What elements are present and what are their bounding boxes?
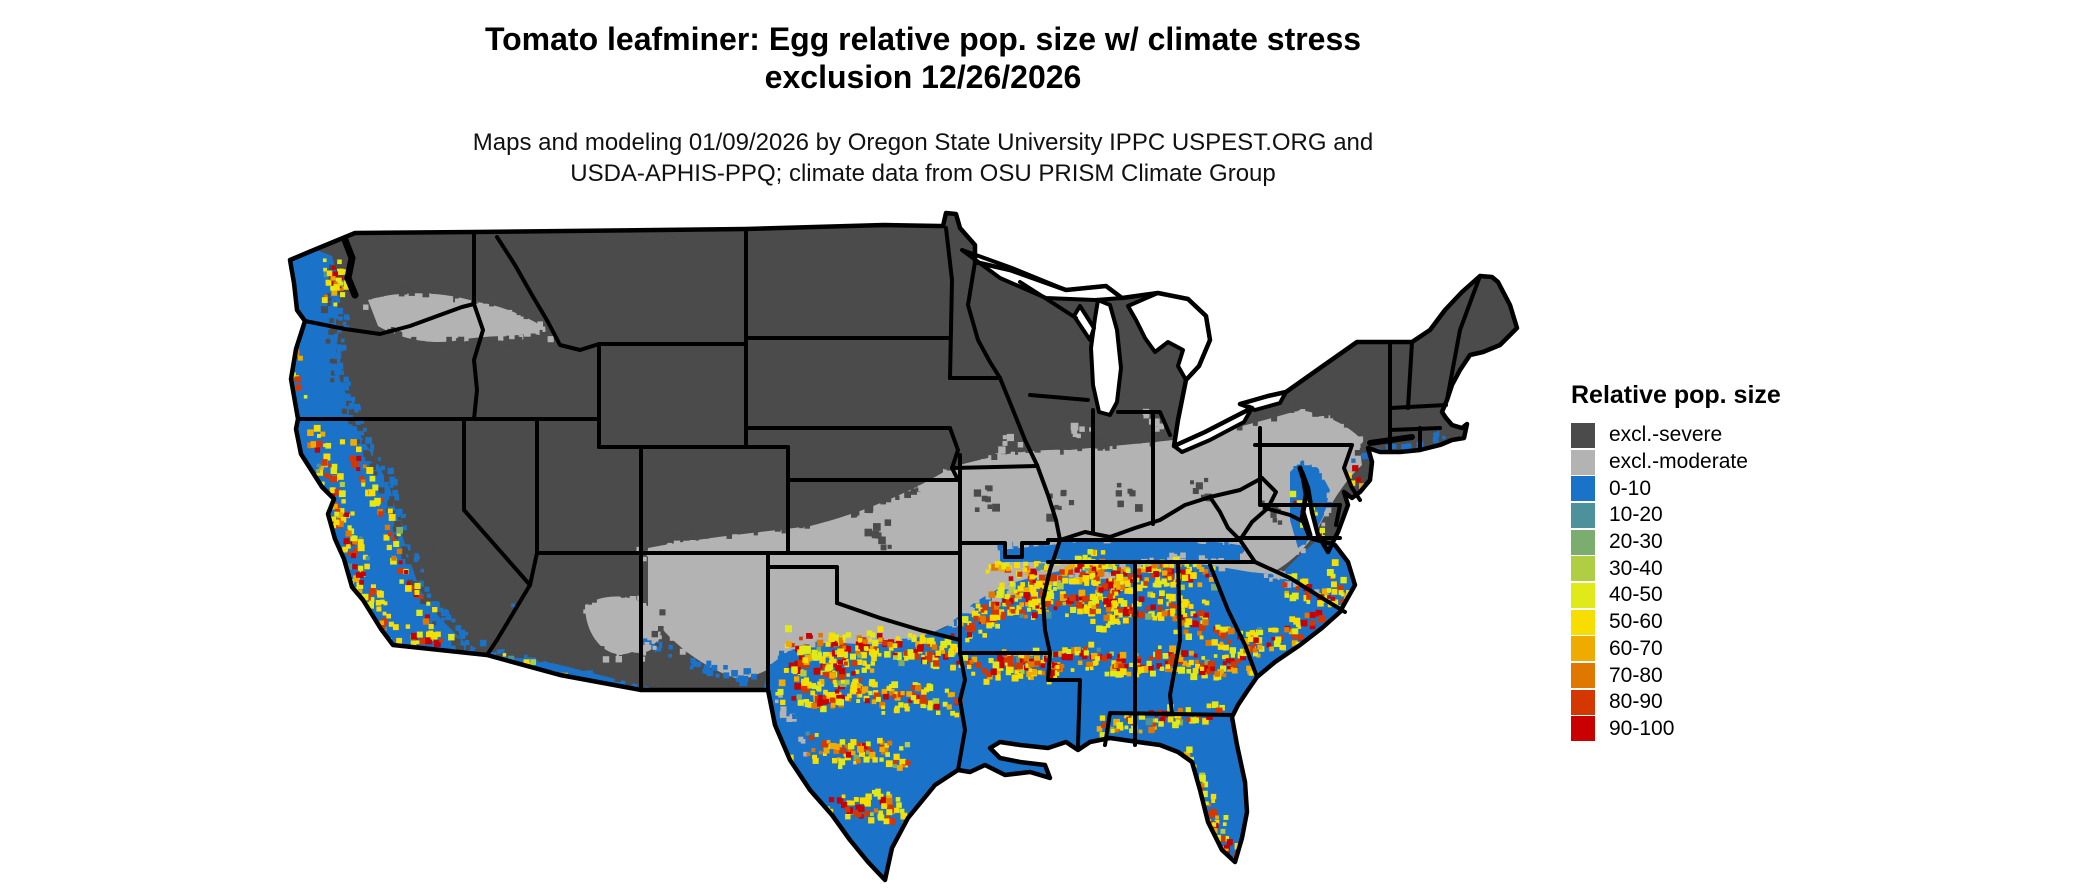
legend-title: Relative pop. size bbox=[1571, 381, 1781, 409]
legend-label: excl.-moderate bbox=[1609, 450, 1748, 474]
legend-item: 80-90 bbox=[1571, 689, 1831, 716]
map-region-sierra bbox=[392, 465, 440, 575]
legend-item: 0-10 bbox=[1571, 475, 1831, 502]
map-title-line2: exclusion 12/26/2026 bbox=[764, 59, 1082, 95]
legend-item: 40-50 bbox=[1571, 582, 1831, 609]
long-island bbox=[1367, 434, 1415, 446]
legend-label: 80-90 bbox=[1609, 690, 1663, 714]
legend-items: excl.-severe excl.-moderate 0-10 10-20 20-30… bbox=[1571, 422, 1831, 742]
legend-item: 30-40 bbox=[1571, 555, 1831, 582]
legend-swatch bbox=[1571, 689, 1595, 715]
legend-item: 50-60 bbox=[1571, 609, 1831, 636]
map-title: Tomato leafminer: Egg relative pop. size… bbox=[0, 20, 1846, 96]
map-legend: Relative pop. size excl.-severe excl.-mod… bbox=[1571, 381, 1831, 742]
legend-label: 40-50 bbox=[1609, 583, 1663, 607]
map-title-line1: Tomato leafminer: Egg relative pop. size… bbox=[484, 21, 1362, 57]
legend-item: 20-30 bbox=[1571, 529, 1831, 556]
map-fill-layers bbox=[290, 213, 1517, 880]
legend-label: 50-60 bbox=[1609, 610, 1663, 634]
green-bay bbox=[1072, 304, 1096, 342]
legend-swatch bbox=[1571, 663, 1595, 689]
legend-item: 90-100 bbox=[1571, 716, 1831, 743]
legend-item: 60-70 bbox=[1571, 636, 1831, 663]
map-subtitle: Maps and modeling 01/09/2026 by Oregon S… bbox=[0, 127, 1846, 189]
puget-sound bbox=[341, 236, 359, 299]
legend-label: 20-30 bbox=[1609, 530, 1663, 554]
legend-swatch bbox=[1571, 609, 1595, 635]
legend-swatch bbox=[1571, 476, 1595, 502]
legend-label: excl.-severe bbox=[1609, 423, 1723, 447]
map-subtitle-line2: USDA-APHIS-PPQ; climate data from OSU PR… bbox=[570, 160, 1276, 187]
state-borders bbox=[296, 226, 1482, 772]
chesapeake-bay bbox=[1297, 465, 1313, 538]
legend-label: 70-80 bbox=[1609, 663, 1663, 687]
legend-swatch bbox=[1571, 529, 1595, 555]
legend-item: 70-80 bbox=[1571, 662, 1831, 689]
legend-swatch bbox=[1571, 636, 1595, 662]
legend-swatch bbox=[1571, 502, 1595, 528]
map-region-pop-westcoast bbox=[290, 248, 487, 655]
legend-swatch bbox=[1571, 716, 1595, 742]
legend-label: 60-70 bbox=[1609, 636, 1663, 660]
legend-item: excl.-moderate bbox=[1571, 449, 1831, 476]
national-outline bbox=[287, 210, 1520, 883]
legend-label: 0-10 bbox=[1609, 476, 1652, 500]
map-region-pop-south bbox=[487, 542, 1355, 880]
legend-label: 30-40 bbox=[1609, 556, 1663, 580]
legend-label: 90-100 bbox=[1609, 716, 1675, 740]
legend-swatch bbox=[1571, 449, 1595, 475]
legend-swatch bbox=[1571, 556, 1595, 582]
legend-item: 10-20 bbox=[1571, 502, 1831, 529]
legend-label: 10-20 bbox=[1609, 503, 1663, 527]
legend-swatch bbox=[1571, 422, 1595, 448]
legend-item: excl.-severe bbox=[1571, 422, 1831, 449]
map-subtitle-line1: Maps and modeling 01/09/2026 by Oregon S… bbox=[472, 129, 1374, 156]
legend-swatch bbox=[1571, 582, 1595, 608]
